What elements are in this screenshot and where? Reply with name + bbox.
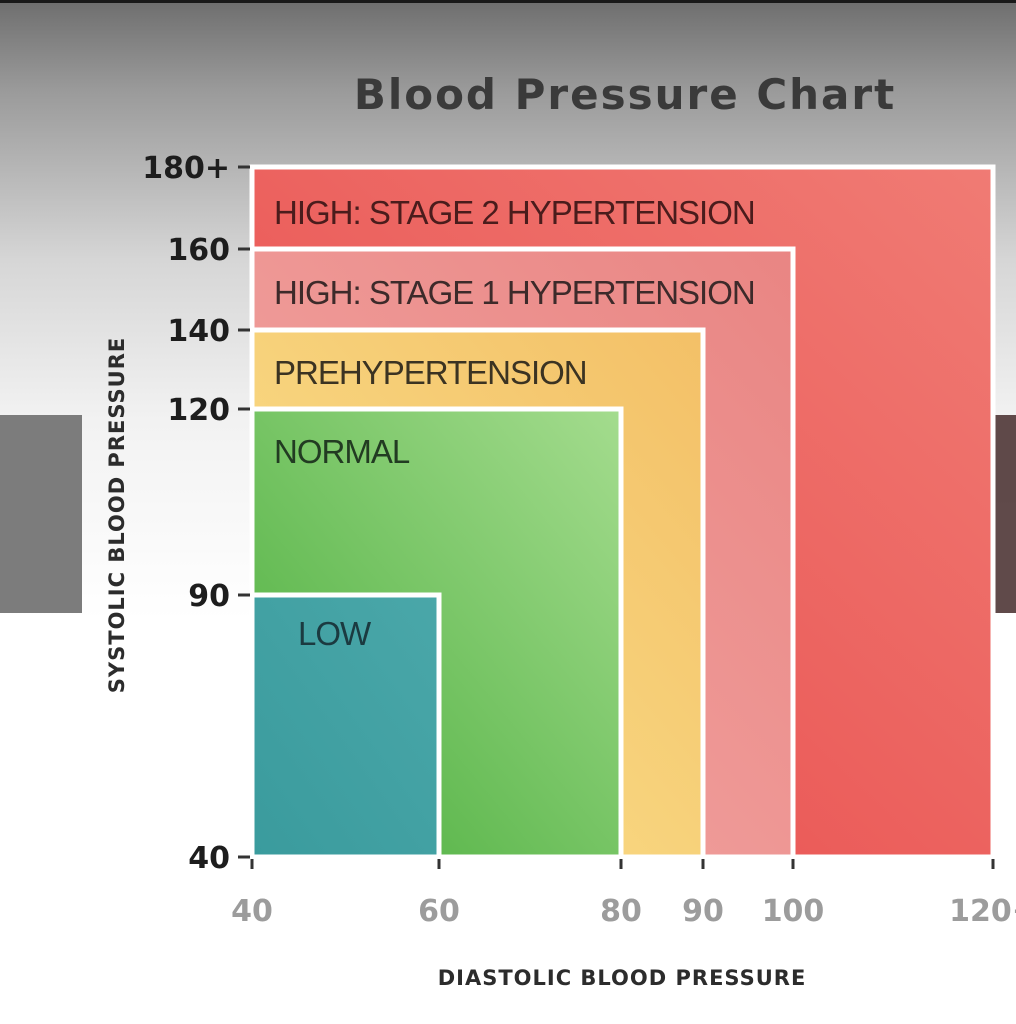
x-tick-label: 90: [682, 894, 724, 929]
zone-label-high-stage-1-hypertension: HIGH: STAGE 1 HYPERTENSION: [274, 274, 755, 311]
y-axis-label: SYSTOLIC BLOOD PRESSURE: [105, 337, 129, 693]
left-nav-tab: [0, 415, 82, 613]
y-tick-label: 180+: [142, 151, 230, 186]
zone-label-low: LOW: [298, 615, 372, 652]
x-tick-label: 100: [762, 894, 825, 929]
y-tick-label: 160: [167, 233, 230, 268]
x-tick-label: 40: [231, 894, 273, 929]
x-axis-label: DIASTOLIC BLOOD PRESSURE: [438, 966, 807, 990]
chart-title: Blood Pressure Chart: [353, 70, 897, 119]
zone-label-prehypertension: PREHYPERTENSION: [274, 354, 587, 391]
x-tick-label: 80: [600, 894, 642, 929]
y-tick-label: 90: [188, 579, 230, 614]
y-tick-label: 40: [188, 841, 230, 876]
y-tick-label: 120: [167, 393, 230, 428]
y-tick-label: 140: [167, 314, 230, 349]
x-tick-label: 60: [418, 894, 460, 929]
zone-low: [249, 592, 442, 860]
zone-label-normal: NORMAL: [274, 433, 410, 470]
top-edge: [0, 0, 1016, 3]
x-tick-label: 120+: [949, 894, 1016, 929]
zone-label-high-stage-2-hypertension: HIGH: STAGE 2 HYPERTENSION: [274, 194, 755, 231]
